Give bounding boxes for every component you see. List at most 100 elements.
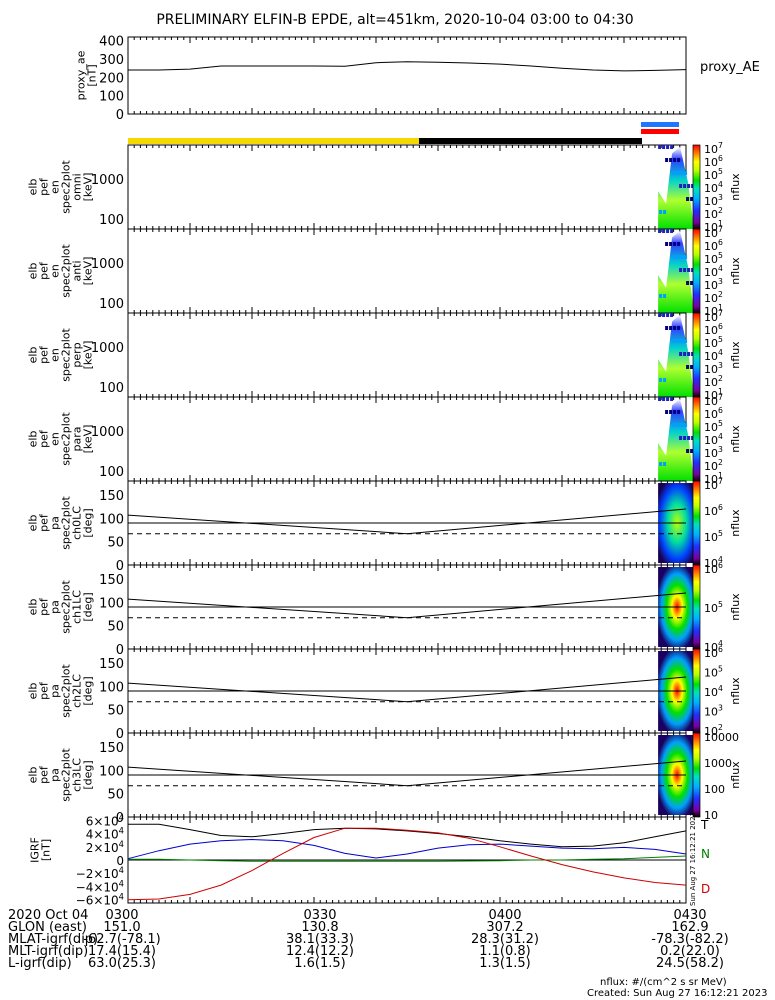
ylabel-line: elb <box>27 263 40 280</box>
footer-value: 1.3(1.5) <box>479 956 531 971</box>
ylabel-line: elb <box>27 431 40 448</box>
units-note: nflux: #/(cm^2 s sr MeV) <box>600 977 727 988</box>
spectrogram-pixel <box>666 229 670 233</box>
science-zone-bar-red <box>641 129 679 134</box>
ylabel-line: en <box>49 348 62 362</box>
ylabel-line: elb <box>27 515 40 532</box>
ylabel-line: proxy_ae <box>75 50 88 100</box>
colorbar-label: nflux <box>729 257 742 285</box>
spectrogram-pixel <box>672 171 676 175</box>
pitch-angle-tick: 150 <box>99 573 124 588</box>
time-tick-marks <box>127 145 687 229</box>
spectrogram-patch <box>658 147 695 229</box>
ylabel-line: [deg] <box>82 676 95 705</box>
loss-cone-line <box>127 508 687 535</box>
spectrogram-pixel <box>672 339 676 343</box>
colorbar-tick-label: 100 <box>704 783 725 796</box>
spectrogram-pixel <box>683 436 687 440</box>
ylabel-line: elb <box>27 767 40 784</box>
ylabel-line: [keV] <box>82 425 95 454</box>
spectrogram-pixel <box>665 158 669 162</box>
pitch-angle-tick: 100 <box>99 680 124 695</box>
colorbar-tick-label: 102 <box>704 458 723 473</box>
igrf-tick: −6×104 <box>76 892 124 908</box>
colorbar-tick-label: 101 <box>704 387 723 402</box>
ylabel-line: pef <box>38 261 51 280</box>
colorbar-tick-label: 107 <box>704 309 723 324</box>
spectrogram-pixel <box>670 397 674 401</box>
pitch-angle-tick: 150 <box>99 489 124 504</box>
spectrogram-pixel <box>659 210 663 214</box>
spectrogram-pixel <box>663 378 667 382</box>
colorbar-tick-label: 104 <box>704 555 723 570</box>
spectrogram-pixel <box>686 281 690 285</box>
spectrogram-pixel <box>673 410 677 414</box>
spectrogram-pixel <box>691 268 695 272</box>
colorbar-label: nflux <box>729 425 742 453</box>
footer-value: 24.5(58.2) <box>655 956 725 971</box>
spectrogram-pixel <box>679 268 683 272</box>
colorbar-label: nflux <box>729 173 742 201</box>
igrf-tick: 4×104 <box>86 826 124 842</box>
colorbar <box>692 648 701 734</box>
igrf-line-E <box>127 838 687 860</box>
ylabel-pa_ch2: elbpefpaspec2plotch2LC[deg] <box>27 664 95 718</box>
orbit-bar-shadow <box>419 138 642 144</box>
spectrogram-pixel <box>676 171 680 175</box>
igrf-tick: 6×104 <box>86 812 124 828</box>
ylabel-line: pa <box>49 516 62 530</box>
ylabel-line: en <box>49 180 62 194</box>
colorbar-tick-label: 104 <box>704 264 723 279</box>
pitch-angle-tick: 150 <box>99 657 124 672</box>
igrf-line-T <box>128 823 687 848</box>
energy-tick: 1000 <box>91 173 124 188</box>
spectrogram-pixel <box>673 158 677 162</box>
pitch-angle-tick: 0 <box>116 559 124 574</box>
ylabel-line: ch1LC <box>71 590 84 624</box>
proxy-ae-tick: 300 <box>99 53 124 68</box>
pitch-angle-tick: 0 <box>116 643 124 658</box>
spectrogram-pixel <box>670 145 674 149</box>
spectrogram-pixel <box>659 378 663 382</box>
pitch-angle-tick: 100 <box>99 764 124 779</box>
colorbar-tick-label: 103 <box>704 193 723 208</box>
spectrogram-patch <box>658 231 695 313</box>
ylabel-line: [keV] <box>82 173 95 202</box>
spectrogram-pixel <box>669 326 673 330</box>
spectrogram-pixel <box>680 171 684 175</box>
spectrogram-pixel <box>677 242 681 246</box>
ylabel-line: [keV] <box>82 257 95 286</box>
ylabel-line: ch0LC <box>71 506 84 540</box>
footer-value: 0.2(22.0) <box>660 944 720 959</box>
spectrogram-pixel <box>684 171 688 175</box>
ylabel-pa_ch0: elbpefpaspec2plotch0LC[deg] <box>27 496 95 550</box>
spectrogram-pixel <box>663 210 667 214</box>
spectrogram-pixel <box>669 158 673 162</box>
ylabel-line: elb <box>27 683 40 700</box>
ylabel-line: elb <box>27 347 40 364</box>
energy-tick: 100 <box>99 381 124 396</box>
colorbar-tick-label: 106 <box>704 154 723 169</box>
spectrogram-patch <box>658 315 695 397</box>
footer-value: 151.0 <box>103 920 141 935</box>
spectrogram-pixel <box>691 352 695 356</box>
proxy-ae-tick: 200 <box>99 71 124 86</box>
spectrogram-pixel <box>669 242 673 246</box>
colorbar-tick-label: 105 <box>704 529 723 544</box>
colorbar <box>692 228 701 314</box>
spectrogram-pixel <box>662 313 666 317</box>
ylabel-pa_ch3: elbpefpaspec2plotch3LC[deg] <box>27 748 95 802</box>
footer-value: 162.9 <box>671 920 709 935</box>
time-tick-marks <box>127 817 687 903</box>
time-tick-marks <box>127 229 687 313</box>
pitch-angle-tick: 50 <box>107 620 124 635</box>
spectrogram-pixel <box>691 184 695 188</box>
ylabel-line: pa <box>49 768 62 782</box>
vertical-timestamp: Sun Aug 27 16:12:21 2023 <box>689 812 697 906</box>
colorbar-tick-label: 104 <box>704 639 723 654</box>
colorbar-tick-label: 102 <box>704 206 723 221</box>
loss-cone-line <box>127 592 687 619</box>
colorbar-tick-label: 104 <box>704 432 723 447</box>
spectrogram-pixel <box>672 255 676 259</box>
spectrogram-pixel <box>665 410 669 414</box>
